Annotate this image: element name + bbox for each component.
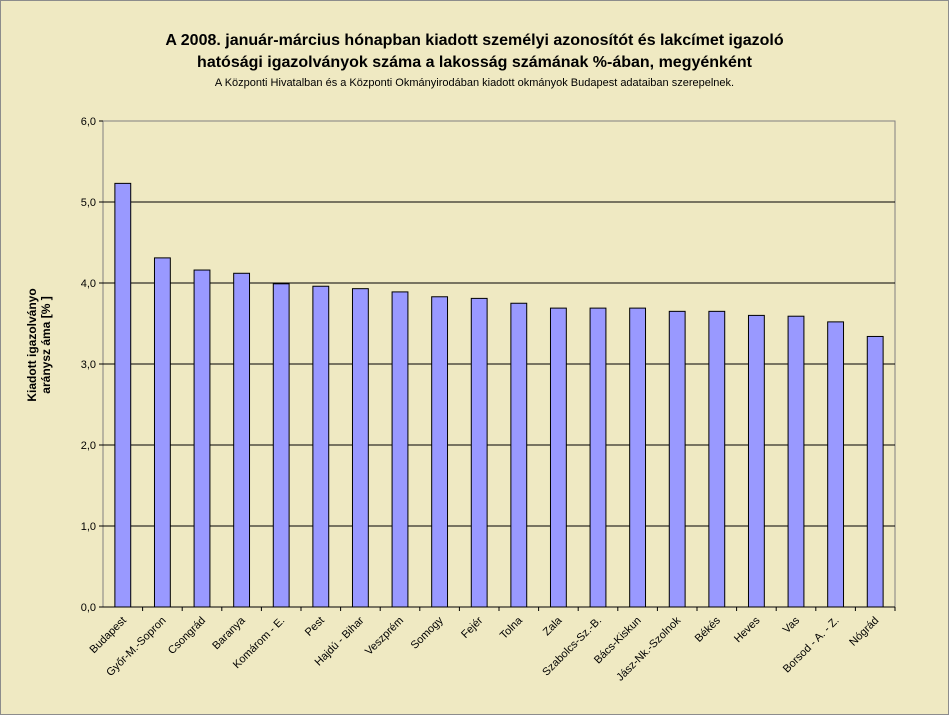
bar: [510, 302, 528, 608]
bar: [787, 315, 805, 608]
x-tick-label: Budapest: [88, 615, 129, 656]
chart-subtitle: A Központi Hivatalban és a Központi Okmá…: [214, 77, 735, 89]
bar: [272, 283, 290, 608]
y-axis: 0,0 1,0 2,0 3,0 4,0 5,0 6,0: [81, 116, 103, 614]
chart-title-line1: A 2008. január-március hónapban kiadott …: [165, 32, 784, 49]
y-tick-label: 4,0: [81, 278, 96, 290]
bar: [589, 307, 607, 608]
y-tick-label: 5,0: [81, 197, 96, 209]
x-tick-label: Nógrád: [847, 615, 881, 649]
x-tick-label: Heves: [732, 614, 763, 645]
bars: [114, 182, 884, 608]
y-axis-label-line2: aránysz áma [% ]: [39, 296, 53, 393]
bar: [747, 314, 765, 608]
y-tick-label: 0,0: [81, 602, 96, 614]
bar: [153, 257, 171, 608]
bar: [827, 321, 845, 608]
x-tick-label: Zala: [541, 614, 565, 638]
bar: [312, 285, 330, 608]
bar: [114, 182, 132, 608]
bar: [549, 307, 567, 608]
x-tick-label: Fejér: [459, 614, 485, 640]
x-tick-label: Baranya: [210, 614, 248, 652]
bar: [470, 297, 488, 608]
y-tick-label: 2,0: [81, 440, 96, 452]
y-tick-label: 1,0: [81, 521, 96, 533]
x-tick-label: Békés: [693, 614, 723, 644]
x-tick-label: Vas: [781, 614, 803, 636]
x-tick-label: Somogy: [409, 614, 446, 651]
bar: [351, 288, 369, 608]
bar: [193, 269, 211, 608]
bar: [866, 335, 884, 608]
x-tick-label: Pest: [303, 615, 327, 639]
bar: [391, 291, 409, 608]
x-tick-label: Tolna: [498, 614, 526, 642]
chart-title-line2: hatósági igazolványok száma a lakosság s…: [197, 54, 752, 71]
x-tick-label: Csongrád: [166, 615, 208, 657]
bar: [668, 310, 686, 608]
y-axis-label-line1: Kiadott igazolványo: [25, 288, 39, 401]
y-tick-label: 3,0: [81, 359, 96, 371]
bar: [629, 307, 647, 608]
x-tick-label: Veszprém: [363, 615, 406, 658]
bar: [233, 272, 251, 608]
bar: [431, 296, 449, 608]
y-tick-label: 6,0: [81, 116, 96, 128]
bar: [708, 310, 726, 608]
